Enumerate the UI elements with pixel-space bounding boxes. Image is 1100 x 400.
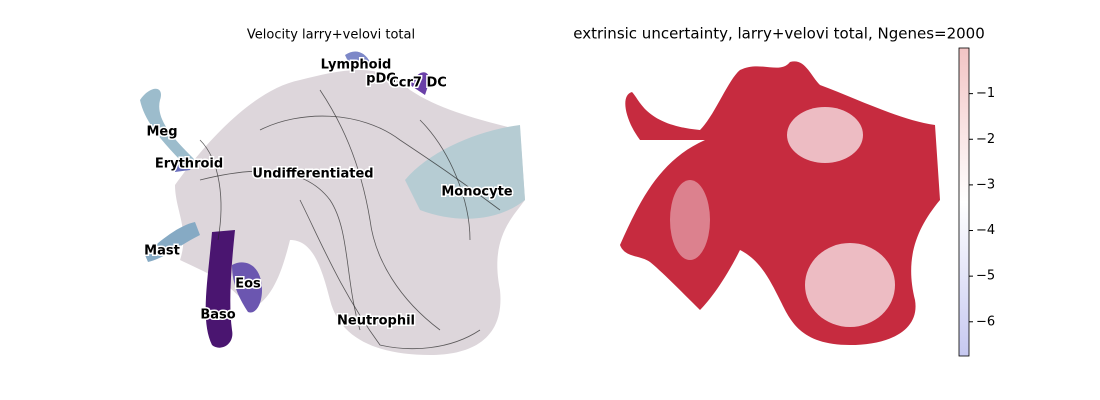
colorbar-tick-label: −5 — [976, 269, 995, 284]
cluster-label: Undifferentiated — [252, 167, 373, 182]
cluster-label: Eos — [235, 277, 261, 292]
colorbar-tick-label: −1 — [976, 86, 995, 101]
cluster-label: Ccr7 DC — [389, 76, 447, 91]
cluster-label: pDC — [366, 72, 396, 87]
cluster-label: Neutrophil — [337, 314, 415, 329]
left-title: Velocity larry+velovi total — [247, 28, 415, 43]
cluster-label: Monocyte — [441, 185, 512, 200]
cluster-label: Meg — [146, 125, 177, 140]
colorbar-tick-label: −3 — [976, 177, 995, 192]
right-title: extrinsic uncertainty, larry+velovi tota… — [573, 25, 985, 43]
cluster-label: Baso — [200, 308, 235, 323]
cluster-label: Erythroid — [155, 157, 223, 172]
colorbar-tick-label: −2 — [976, 132, 995, 147]
colorbar — [958, 47, 970, 357]
colorbar-tick-label: −4 — [976, 223, 995, 238]
cluster-label: Lymphoid — [321, 58, 392, 73]
cluster-label: Mast — [144, 244, 180, 259]
colorbar-tick-label: −6 — [976, 314, 995, 329]
left-embedding — [140, 51, 525, 355]
right-embedding — [620, 61, 940, 346]
